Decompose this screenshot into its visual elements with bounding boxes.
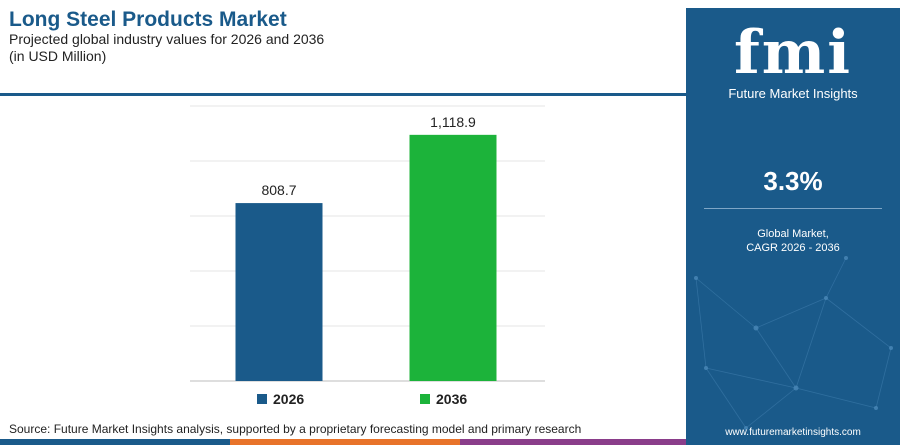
cagr-label: Global Market, CAGR 2026 - 2036 bbox=[686, 227, 900, 255]
footer-color-bar bbox=[0, 439, 686, 445]
chart-legend: 2026 2036 bbox=[0, 391, 686, 411]
bar-2026 bbox=[235, 203, 323, 381]
chart-panel: Long Steel Products Market Projected glo… bbox=[0, 8, 686, 445]
logo-company-name: Future Market Insights bbox=[728, 86, 858, 101]
cagr-label-line-2: CAGR 2026 - 2036 bbox=[746, 242, 840, 254]
data-label-2026: 808.7 bbox=[261, 182, 296, 198]
footer-bar-segment bbox=[460, 439, 686, 445]
legend-swatch-2026 bbox=[257, 394, 267, 404]
cagr-divider bbox=[704, 208, 882, 209]
chart-title: Long Steel Products Market bbox=[9, 8, 287, 31]
logo-mark: fmi bbox=[733, 18, 853, 88]
bar-chart: 808.7 1,118.9 bbox=[190, 105, 545, 382]
data-label-2036: 1,118.9 bbox=[430, 114, 476, 130]
chart-subtitle: Projected global industry values for 202… bbox=[9, 31, 324, 65]
footer-bar-segment bbox=[0, 439, 230, 445]
source-note: Source: Future Market Insights analysis,… bbox=[9, 422, 582, 436]
website-link[interactable]: www.futuremarketinsights.com bbox=[725, 427, 861, 438]
legend-item-2026: 2026 bbox=[257, 391, 304, 407]
sidebar-panel: fmi Future Market Insights 3.3% Global M… bbox=[686, 8, 900, 445]
legend-label-2026: 2026 bbox=[273, 391, 305, 407]
header-divider bbox=[0, 93, 686, 96]
cagr-label-line-1: Global Market, bbox=[757, 228, 829, 240]
legend-label-2036: 2036 bbox=[436, 391, 468, 407]
fmi-logo: fmi Future Market Insights bbox=[686, 22, 900, 101]
bar-2036 bbox=[409, 134, 497, 381]
subtitle-line-1: Projected global industry values for 202… bbox=[9, 31, 325, 47]
legend-swatch-2036 bbox=[420, 394, 430, 404]
legend-item-2036: 2036 bbox=[420, 391, 467, 407]
cagr-value: 3.3% bbox=[763, 166, 823, 196]
subtitle-line-2: (in USD Million) bbox=[9, 48, 107, 64]
network-pattern-decoration bbox=[694, 256, 893, 430]
footer-bar-segment bbox=[230, 439, 460, 445]
